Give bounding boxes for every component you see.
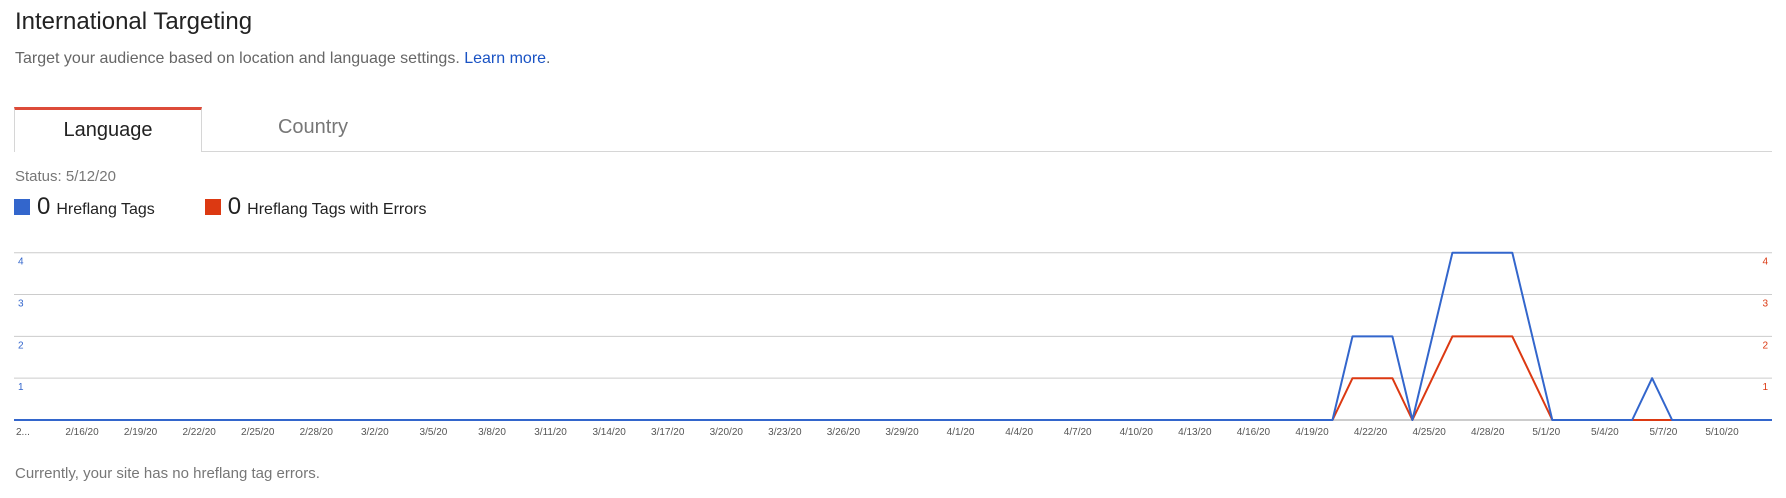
- y-right-tick-1: 1: [1762, 382, 1768, 393]
- x-tick-label-11: 3/17/20: [651, 427, 685, 438]
- y-left-tick-4: 4: [18, 257, 24, 268]
- y-right-tick-4: 4: [1762, 257, 1768, 268]
- y-left-tick-2: 2: [18, 340, 24, 351]
- x-tick-label-12: 3/20/20: [710, 427, 744, 438]
- x-tick-label-13: 3/23/20: [768, 427, 802, 438]
- subtitle-text: Target your audience based on location a…: [15, 50, 460, 67]
- tab-country[interactable]: Country: [277, 116, 349, 138]
- x-tick-label-22: 4/19/20: [1295, 427, 1329, 438]
- learn-more-link[interactable]: Learn more: [464, 50, 547, 67]
- x-tick-label-26: 5/1/20: [1532, 427, 1560, 438]
- status-text: Status: 5/12/20: [15, 168, 116, 185]
- x-tick-label-20: 4/13/20: [1178, 427, 1212, 438]
- hreflang-tags-label: Hreflang Tags: [56, 201, 155, 218]
- y-right-tick-3: 3: [1762, 299, 1768, 310]
- x-tick-label-14: 3/26/20: [827, 427, 861, 438]
- x-tick-label-10: 3/14/20: [592, 427, 626, 438]
- y-left-tick-3: 3: [18, 299, 24, 310]
- x-tick-label-15: 3/29/20: [885, 427, 919, 438]
- x-tick-label-21: 4/16/20: [1237, 427, 1271, 438]
- tab-bar: Language Country: [14, 107, 1772, 152]
- series-line-hreflang-tags: [14, 251, 1772, 421]
- hreflang-line-chart: 1 1 2 2 3 3 4 4 2... 2/16/20 2/19/20 2/22/20 2/25/20…: [14, 251, 1772, 438]
- chart-legend: 0 Hreflang Tags 0 Hreflang Tags with Err…: [14, 193, 476, 221]
- x-tick-label-16: 4/1/20: [947, 427, 975, 438]
- hreflang-errors-label: Hreflang Tags with Errors: [247, 201, 427, 218]
- x-tick-label-29: 5/10/20: [1705, 427, 1739, 438]
- legend-swatch-blue: [14, 199, 30, 215]
- x-tick-label-9: 3/11/20: [534, 427, 567, 438]
- x-tick-label-27: 5/4/20: [1591, 427, 1619, 438]
- y-left-tick-1: 1: [18, 382, 24, 393]
- x-tick-label-0: 2...: [16, 427, 30, 438]
- x-tick-label-7: 3/5/20: [420, 427, 448, 438]
- page-subtitle: Target your audience based on location a…: [15, 50, 551, 68]
- x-tick-label-19: 4/10/20: [1120, 427, 1154, 438]
- page-title: International Targeting: [15, 8, 253, 35]
- x-tick-label-6: 3/2/20: [361, 427, 389, 438]
- x-tick-label-1: 2/16/20: [65, 427, 99, 438]
- legend-swatch-red: [204, 199, 221, 215]
- x-tick-label-8: 3/8/20: [478, 427, 506, 438]
- x-tick-label-28: 5/7/20: [1650, 427, 1678, 438]
- x-tick-label-18: 4/7/20: [1064, 427, 1092, 438]
- hreflang-tags-count: 0: [37, 193, 51, 220]
- x-tick-label-17: 4/4/20: [1005, 427, 1033, 438]
- x-tick-label-4: 2/25/20: [241, 427, 275, 438]
- hreflang-errors-count: 0: [227, 193, 242, 220]
- x-tick-label-5: 2/28/20: [300, 427, 334, 438]
- legend-hreflang-tags[interactable]: 0 Hreflang Tags: [14, 193, 155, 221]
- tab-language[interactable]: Language: [14, 107, 202, 152]
- x-tick-label-25: 4/28/20: [1471, 427, 1505, 438]
- x-tick-label-3: 2/22/20: [182, 427, 216, 438]
- y-right-tick-2: 2: [1762, 340, 1768, 351]
- x-tick-label-24: 4/25/20: [1412, 427, 1446, 438]
- legend-hreflang-errors[interactable]: 0 Hreflang Tags with Errors: [204, 193, 427, 221]
- subtitle-period: .: [546, 50, 551, 67]
- x-tick-label-23: 4/22/20: [1354, 427, 1388, 438]
- footer-note: Currently, your site has no hreflang tag…: [15, 465, 320, 482]
- x-tick-label-2: 2/19/20: [124, 427, 158, 438]
